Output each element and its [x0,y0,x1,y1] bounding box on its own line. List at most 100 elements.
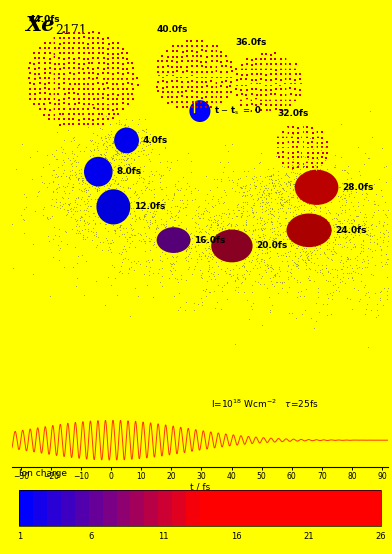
Point [176,289,183,297]
Point [216,226,222,235]
Point [137,198,143,207]
Point [269,235,276,244]
Point [157,203,163,212]
Point [287,218,293,227]
Point [323,142,330,151]
Point [169,226,176,235]
Point [94,74,101,83]
Point [101,167,107,176]
Point [123,156,130,165]
Point [124,125,130,134]
Point [218,243,225,252]
Point [140,270,147,279]
Point [115,179,121,188]
Point [249,194,256,203]
Point [374,305,381,314]
Point [250,227,256,235]
Point [65,199,71,208]
Point [42,69,48,78]
Point [309,166,315,175]
Point [234,270,240,279]
Point [94,186,100,195]
Point [127,184,133,193]
Point [96,48,102,57]
Point [95,64,101,73]
Point [340,259,346,268]
Point [243,216,250,224]
Point [266,175,272,183]
Point [298,201,304,209]
Point [344,253,350,261]
Point [363,182,369,191]
Point [169,269,176,278]
Point [287,179,294,188]
Point [307,184,314,193]
Point [239,228,245,237]
Point [307,178,314,187]
Point [199,83,205,91]
Point [301,189,307,198]
Point [123,146,130,155]
Point [274,239,281,248]
Point [306,255,312,264]
Point [283,90,289,99]
Point [71,135,77,144]
Point [250,200,256,209]
Point [346,223,352,232]
Point [297,248,303,257]
Point [249,90,255,99]
Point [303,231,309,240]
Point [344,217,350,225]
Point [333,222,339,230]
Point [228,271,234,280]
Point [260,229,267,238]
Point [258,148,264,157]
Point [301,161,307,170]
Point [228,62,234,71]
Point [324,240,330,249]
Point [110,59,116,68]
Point [171,216,177,225]
Point [45,237,52,245]
Point [93,243,99,252]
Point [218,175,224,183]
Point [260,232,266,240]
Point [180,198,186,207]
Point [305,153,311,162]
Point [234,212,240,221]
Point [292,258,299,267]
Point [58,172,64,181]
Point [379,143,386,152]
Point [349,305,356,314]
Point [20,214,26,223]
Point [253,237,260,246]
Point [119,230,125,239]
Point [120,147,126,156]
Point [206,288,212,297]
Point [309,176,315,184]
Point [129,230,135,239]
Point [27,69,33,78]
Point [105,49,112,58]
Point [194,52,201,60]
Point [390,227,392,235]
Point [287,59,294,68]
Point [32,54,38,63]
Point [309,154,316,163]
Point [174,93,180,101]
Point [289,192,296,201]
Point [346,219,352,228]
Point [256,233,263,242]
Point [225,173,231,182]
Point [209,195,215,204]
Point [265,189,272,198]
Point [283,266,290,275]
Point [371,230,377,239]
Point [211,286,217,295]
Point [85,160,92,168]
Point [118,213,124,222]
Point [71,214,78,223]
Point [223,236,230,245]
Point [82,219,88,228]
Point [377,228,383,237]
